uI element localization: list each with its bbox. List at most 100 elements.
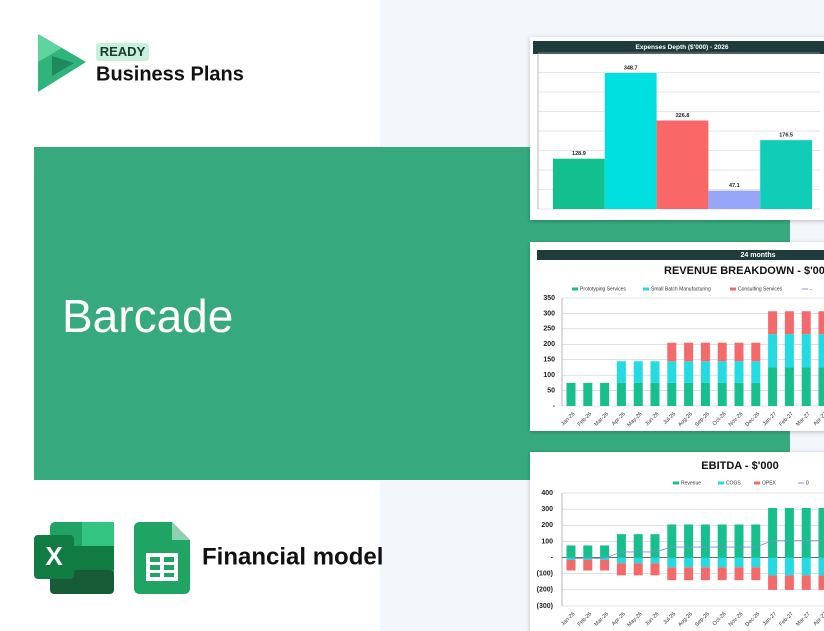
bar-segment — [734, 567, 744, 581]
y-tick-label: 350 — [543, 295, 555, 302]
bar-segment — [734, 342, 744, 362]
legend-marker — [730, 287, 736, 291]
bar-segment — [734, 361, 744, 383]
bar-segment — [650, 534, 660, 558]
bar-segment — [717, 557, 727, 568]
svg-text:X: X — [45, 541, 63, 571]
bar-segment — [768, 334, 778, 368]
bar-segment — [650, 361, 660, 383]
bar-segment — [818, 311, 824, 335]
bar-segment — [801, 367, 811, 406]
bar-segment — [751, 567, 761, 581]
bar-segment — [784, 367, 794, 406]
bar-segment — [600, 557, 610, 560]
legend-label: OPEX — [762, 480, 777, 486]
bar-segment — [633, 382, 643, 406]
bar-segment — [784, 575, 794, 590]
bar-segment — [583, 557, 593, 560]
bar-segment — [684, 557, 694, 568]
bar — [760, 140, 812, 209]
data-label: 348.7 — [624, 65, 638, 71]
chart-subtitle: 24 months — [740, 252, 775, 259]
legend-marker — [754, 481, 760, 485]
bar-segment — [600, 559, 610, 571]
y-tick-label: 200 — [541, 522, 553, 529]
bar-segment — [768, 367, 778, 406]
legend-marker — [673, 481, 679, 485]
bar-segment — [566, 382, 576, 406]
bar — [604, 73, 657, 209]
legend-label: Revenue — [681, 480, 701, 486]
bar-segment — [566, 557, 576, 560]
bar — [656, 120, 709, 209]
y-tick-label: - — [551, 554, 554, 561]
bar-segment — [818, 367, 824, 406]
bar-segment — [583, 559, 593, 571]
bar-segment — [734, 557, 744, 568]
chart-title: EBITDA - $'000 — [701, 460, 778, 472]
legend-label: - — [810, 286, 812, 292]
legend-marker — [572, 287, 578, 291]
brand-tag-bg — [96, 43, 149, 61]
bar-segment — [650, 557, 660, 564]
y-tick-label: (100) — [537, 571, 553, 578]
y-tick-label: 200 — [543, 341, 555, 348]
y-tick-label: 300 — [543, 310, 555, 317]
bar-segment — [717, 567, 727, 581]
y-tick-label: 100 — [543, 372, 555, 379]
y-tick-label: 250 — [543, 326, 555, 333]
bar-segment — [566, 545, 576, 558]
bar-segment — [751, 342, 761, 362]
bar-segment — [751, 524, 761, 558]
y-tick-label: - — [553, 403, 556, 410]
bar-segment — [717, 382, 727, 406]
bar-segment — [734, 382, 744, 406]
legend-label: COGS — [726, 480, 741, 486]
bar-segment — [768, 575, 778, 590]
y-tick-label: (200) — [537, 587, 553, 594]
bar-segment — [751, 382, 761, 406]
y-tick-label: 100 — [541, 538, 553, 545]
bar-segment — [768, 311, 778, 335]
bar-segment — [667, 361, 677, 383]
data-label: 47.1 — [729, 183, 740, 189]
bar-segment — [633, 557, 643, 564]
x-tick-label: Apr-27 — [813, 611, 824, 627]
bar-segment — [717, 342, 727, 362]
brand-tag: READY — [100, 44, 146, 59]
x-tick-label: Apr-27 — [813, 411, 824, 427]
legend-label: Small Batch Manufacturing — [651, 286, 711, 292]
bar-segment — [801, 557, 811, 576]
bar-segment — [700, 382, 710, 406]
bar-segment — [684, 342, 694, 362]
line-series — [571, 540, 823, 559]
bar-segment — [616, 563, 626, 576]
bar-segment — [633, 563, 643, 576]
bar-segment — [633, 534, 643, 558]
excel-icon: X — [34, 522, 114, 594]
bar-segment — [700, 557, 710, 568]
bar-segment — [818, 557, 824, 576]
bar-segment — [566, 559, 576, 571]
data-label: 128.9 — [572, 151, 586, 157]
bar-segment — [801, 311, 811, 335]
bar-segment — [583, 382, 593, 406]
bar-segment — [768, 557, 778, 576]
legend-label: Consulting Services — [738, 286, 783, 292]
bar-segment — [667, 382, 677, 406]
y-tick-label: 300 — [541, 506, 553, 513]
bar-segment — [684, 382, 694, 406]
bar-segment — [684, 567, 694, 581]
legend-label: 0 — [806, 480, 809, 486]
bar-segment — [818, 334, 824, 368]
brand-name: Business Plans — [96, 63, 244, 85]
footer-label: Financial model — [202, 543, 383, 570]
bar-segment — [717, 361, 727, 383]
bar-segment — [667, 567, 677, 581]
bar-segment — [684, 524, 694, 558]
chart-title: REVENUE BREAKDOWN - $'000 — [664, 265, 824, 277]
bar-segment — [801, 508, 811, 558]
bar-segment — [801, 334, 811, 368]
bar-segment — [784, 334, 794, 368]
